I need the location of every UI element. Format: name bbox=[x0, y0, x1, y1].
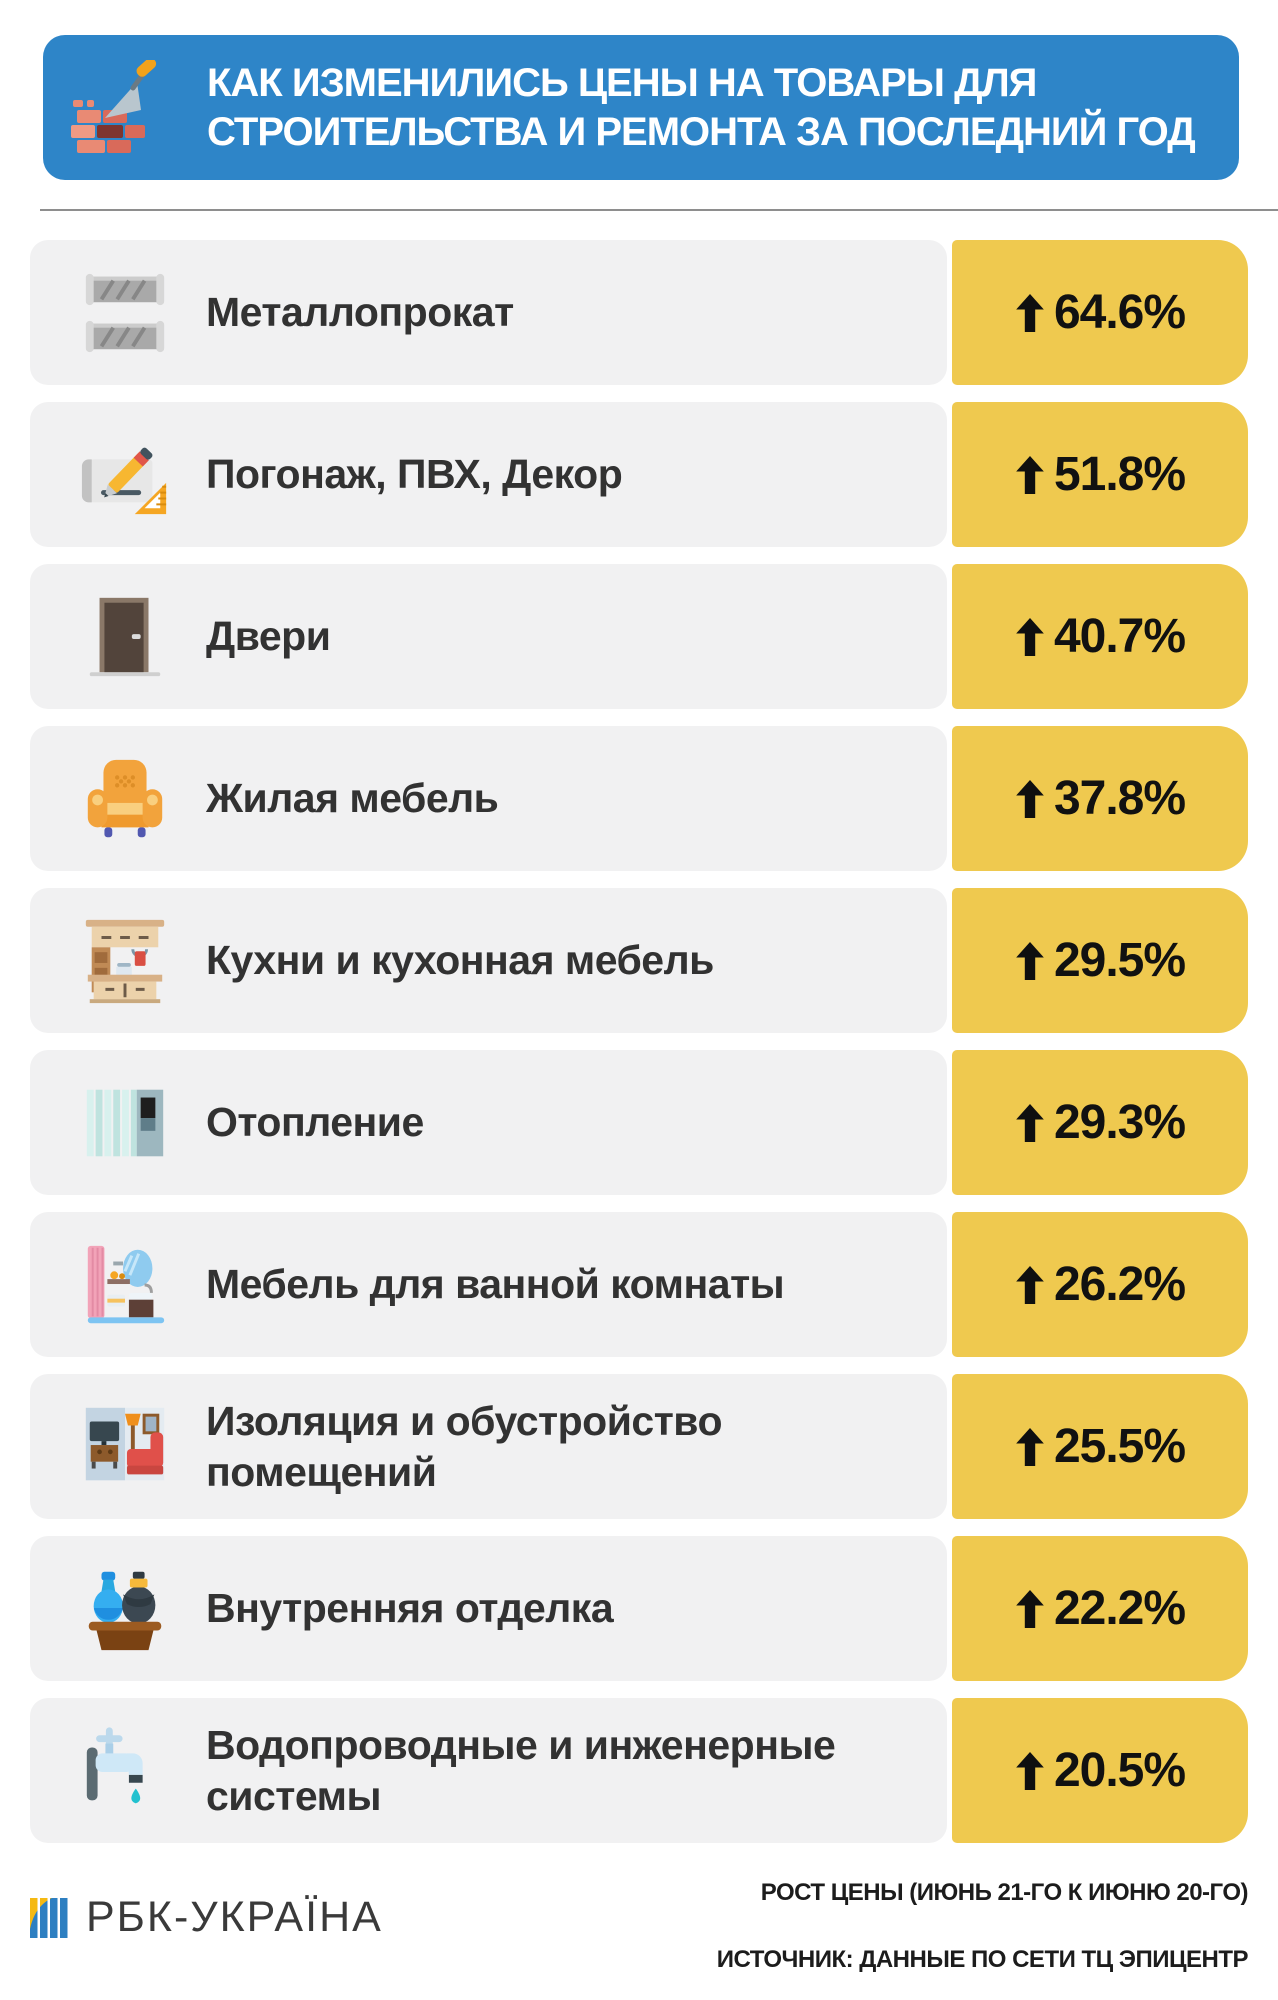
category-panel: Водопроводные и инженерные системы bbox=[30, 1698, 947, 1843]
armchair-icon bbox=[78, 752, 172, 846]
category-label: Отопление bbox=[206, 1099, 424, 1146]
category-label: Изоляция и обустройство помещений bbox=[206, 1398, 723, 1495]
category-label: Кухни и кухонная мебель bbox=[206, 937, 714, 984]
price-change-badge: 22.2% bbox=[952, 1536, 1248, 1681]
publisher-name: РБК-УКРАЇНА bbox=[86, 1893, 383, 1941]
trowel-bricks-icon bbox=[65, 59, 161, 156]
up-arrow-icon bbox=[1015, 616, 1045, 658]
category-panel: Мебель для ванной комнаты bbox=[30, 1212, 947, 1357]
price-change-badge: 20.5% bbox=[952, 1698, 1248, 1843]
price-change-value: 40.7% bbox=[1053, 610, 1186, 663]
price-change-list: Металлопрокат 64.6% Погонаж, ПВХ, Декор bbox=[30, 240, 1248, 1860]
price-change-value: 64.6% bbox=[1053, 286, 1186, 339]
category-row: Двери 40.7% bbox=[30, 564, 1248, 709]
category-panel: Внутренняя отделка bbox=[30, 1536, 947, 1681]
price-change-value: 29.5% bbox=[1053, 934, 1186, 987]
category-label: Погонаж, ПВХ, Декор bbox=[206, 451, 623, 498]
category-row: Металлопрокат 64.6% bbox=[30, 240, 1248, 385]
price-change-badge: 40.7% bbox=[952, 564, 1248, 709]
price-change-badge: 25.5% bbox=[952, 1374, 1248, 1519]
price-change-value: 26.2% bbox=[1053, 1258, 1186, 1311]
header-banner: КАК ИЗМЕНИЛИСЬ ЦЕНЫ НА ТОВАРЫ ДЛЯ СТРОИТ… bbox=[43, 35, 1239, 180]
up-arrow-icon bbox=[1015, 1588, 1045, 1630]
price-change-badge: 64.6% bbox=[952, 240, 1248, 385]
page-title: КАК ИЗМЕНИЛИСЬ ЦЕНЫ НА ТОВАРЫ ДЛЯ СТРОИТ… bbox=[207, 60, 1196, 154]
category-label: Жилая мебель bbox=[206, 775, 499, 822]
price-change-value: 25.5% bbox=[1053, 1420, 1186, 1473]
price-change-value: 20.5% bbox=[1053, 1744, 1186, 1797]
publisher-logo: РБК-УКРАЇНА bbox=[30, 1893, 383, 1942]
category-row: Мебель для ванной комнаты 26.2% bbox=[30, 1212, 1248, 1357]
category-label: Двери bbox=[206, 613, 331, 660]
price-change-value: 29.3% bbox=[1053, 1096, 1186, 1149]
category-row: Внутренняя отделка 22.2% bbox=[30, 1536, 1248, 1681]
category-label: Внутренняя отделка bbox=[206, 1585, 614, 1632]
up-arrow-icon bbox=[1015, 292, 1045, 334]
radiator-icon bbox=[78, 1076, 172, 1170]
door-icon bbox=[78, 590, 172, 684]
price-change-badge: 26.2% bbox=[952, 1212, 1248, 1357]
room-insulation-icon bbox=[78, 1400, 172, 1494]
category-panel: Жилая мебель bbox=[30, 726, 947, 871]
bathroom-furniture-icon bbox=[78, 1238, 172, 1332]
category-row: Изоляция и обустройство помещений 25.5% bbox=[30, 1374, 1248, 1519]
price-change-badge: 29.3% bbox=[952, 1050, 1248, 1195]
up-arrow-icon bbox=[1015, 940, 1045, 982]
price-change-badge: 37.8% bbox=[952, 726, 1248, 871]
source-note: ИСТОЧНИК: ДАННЫЕ ПО СЕТИ ТЦ ЭПИЦЕНТР bbox=[716, 1946, 1249, 1973]
category-row: Погонаж, ПВХ, Декор 51.8% bbox=[30, 402, 1248, 547]
category-row: Водопроводные и инженерные системы 20.5% bbox=[30, 1698, 1248, 1843]
faucet-icon bbox=[78, 1724, 172, 1818]
up-arrow-icon bbox=[1015, 1750, 1045, 1792]
price-change-value: 37.8% bbox=[1053, 772, 1186, 825]
footer-notes: РОСТ ЦЕНЫ (ИЮНЬ 21-ГО К ИЮНЮ 20-ГО) ИСТО… bbox=[716, 1879, 1249, 1974]
up-arrow-icon bbox=[1015, 1102, 1045, 1144]
metal-beams-icon bbox=[78, 266, 172, 360]
category-label: Мебель для ванной комнаты bbox=[206, 1261, 785, 1308]
category-label: Водопроводные и инженерные системы bbox=[206, 1722, 836, 1819]
period-note: РОСТ ЦЕНЫ (ИЮНЬ 21-ГО К ИЮНЮ 20-ГО) bbox=[760, 1879, 1249, 1906]
category-label: Металлопрокат bbox=[206, 289, 514, 336]
category-row: Жилая мебель 37.8% bbox=[30, 726, 1248, 871]
category-row: Кухни и кухонная мебель 29.5% bbox=[30, 888, 1248, 1033]
category-panel: Отопление bbox=[30, 1050, 947, 1195]
category-panel: Двери bbox=[30, 564, 947, 709]
up-arrow-icon bbox=[1015, 778, 1045, 820]
price-change-badge: 51.8% bbox=[952, 402, 1248, 547]
up-arrow-icon bbox=[1015, 1264, 1045, 1306]
category-panel: Погонаж, ПВХ, Декор bbox=[30, 402, 947, 547]
category-panel: Металлопрокат bbox=[30, 240, 947, 385]
category-panel: Кухни и кухонная мебель bbox=[30, 888, 947, 1033]
price-change-value: 22.2% bbox=[1053, 1582, 1186, 1635]
up-arrow-icon bbox=[1015, 1426, 1045, 1468]
rbc-logo-icon bbox=[30, 1897, 70, 1939]
price-change-value: 51.8% bbox=[1053, 448, 1186, 501]
category-panel: Изоляция и обустройство помещений bbox=[30, 1374, 947, 1519]
vases-decor-icon bbox=[78, 1562, 172, 1656]
kitchen-furniture-icon bbox=[78, 914, 172, 1008]
blueprint-pencil-icon bbox=[78, 428, 172, 522]
price-change-badge: 29.5% bbox=[952, 888, 1248, 1033]
up-arrow-icon bbox=[1015, 454, 1045, 496]
category-row: Отопление 29.3% bbox=[30, 1050, 1248, 1195]
divider-line bbox=[40, 209, 1278, 211]
